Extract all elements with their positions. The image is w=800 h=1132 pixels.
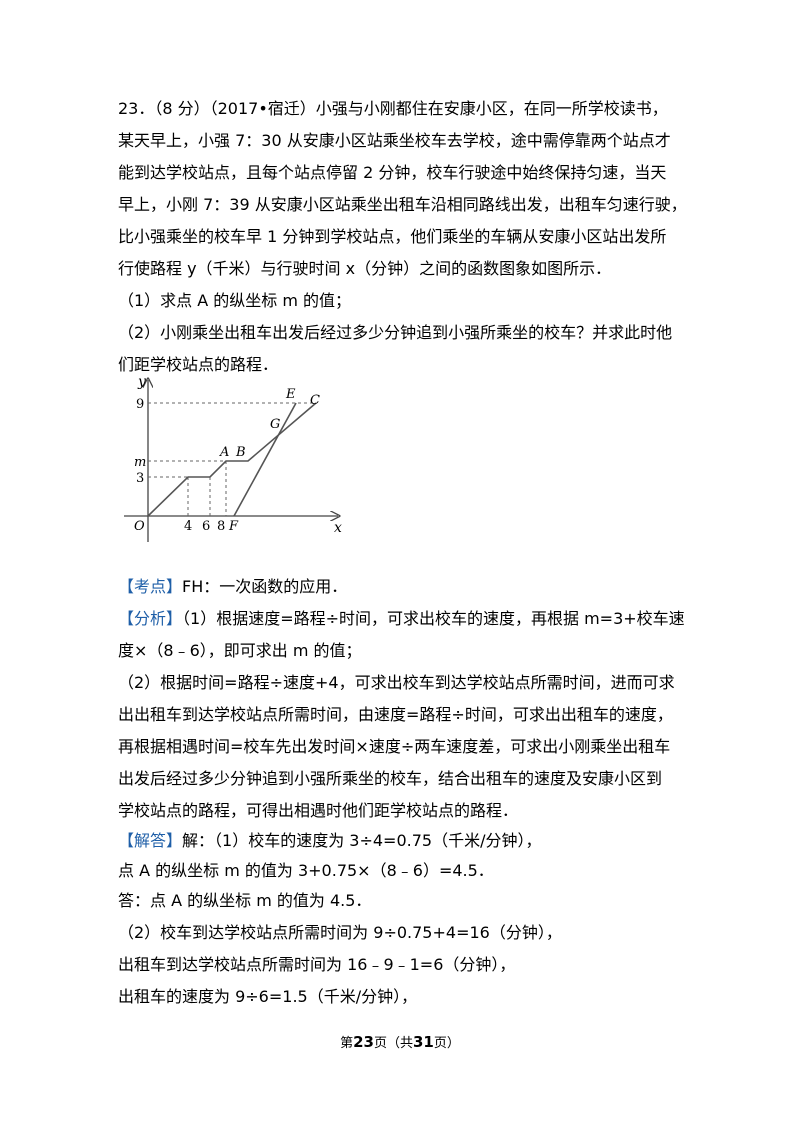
jieda-tag: 【解答】 (118, 831, 183, 850)
point-e-label: E (285, 387, 296, 402)
point-b-label: B (235, 445, 246, 460)
fenxi-line-3: （2）根据时间=路程÷速度+4，可求出校车到达学校站点所需时间，进而可求 (118, 673, 675, 692)
footer-page-number: 23 (353, 1033, 374, 1051)
taxi-line (233, 402, 297, 517)
kaodian-line: 【考点】FH：一次函数的应用． (118, 576, 347, 598)
school-bus-line (147, 402, 317, 517)
fenxi-line-4: 出出租车到达学校站点所需时间，由速度=路程÷时间，可求出出租车的速度， (118, 705, 673, 724)
jieda-line-4: （2）校车到达学校站点所需时间为 9÷0.75+4=16（分钟）， (118, 923, 562, 942)
origin-label: O (134, 519, 145, 534)
y-axis-label: y (137, 374, 147, 390)
function-graph: y x O 4 6 8 F 3 m 9 A B G E C (124, 374, 342, 542)
question-1: （1）求点 A 的纵坐标 m 的值； (118, 291, 352, 310)
jieda-line-6: 出租车的速度为 9÷6=1.5（千米/分钟）， (118, 987, 418, 1006)
y-tick-m: m (134, 455, 146, 470)
footer-mid: 页（共 (373, 1036, 413, 1051)
jieda-first: 解：（1）校车的速度为 3÷4=0.75（千米/分钟）， (182, 831, 542, 850)
jieda-line-2: 点 A 的纵坐标 m 的值为 3+0.75×（8﹣6）=4.5． (118, 861, 494, 880)
problem-line-2: 某天早上，小强 7：30 从安康小区站乘坐校车去学校，途中需停靠两个站点才 (118, 131, 671, 150)
fenxi-first: （1）根据速度=路程÷时间，可求出校车的速度，再根据 m=3+校车速 (182, 609, 685, 628)
jieda-line-5: 出租车到达学校站点所需时间为 16﹣9﹣1=6（分钟）， (118, 955, 516, 974)
point-g-label: G (270, 417, 280, 432)
fenxi-line-5: 再根据相遇时间=校车先出发时间×速度÷两车速度差，可求出小刚乘坐出租车 (118, 737, 671, 756)
kaodian-text: FH：一次函数的应用． (182, 577, 348, 596)
jieda-line-1: 【解答】解：（1）校车的速度为 3÷4=0.75（千米/分钟）， (118, 830, 541, 852)
x-tick-8: 8 (217, 519, 225, 534)
problem-line-1: 23．（8 分）（2017•宿迁）小强与小刚都住在安康小区，在同一所学校读书， (118, 99, 668, 118)
x-tick-4: 4 (184, 519, 192, 534)
fenxi-line-1: 【分析】（1）根据速度=路程÷时间，可求出校车的速度，再根据 m=3+校车速 (118, 608, 685, 630)
x-axis-label: x (334, 520, 342, 536)
fenxi-tag: 【分析】 (118, 609, 183, 628)
question-2-line-1: （2）小刚乘坐出租车出发后经过多少分钟追到小强所乘坐的校车？并求此时他 (118, 323, 673, 342)
point-f-label: F (228, 519, 239, 534)
kaodian-tag: 【考点】 (118, 577, 183, 596)
jieda-line-3: 答：点 A 的纵坐标 m 的值为 4.5． (118, 891, 372, 910)
question-2-line-2: 们距学校站点的路程． (118, 355, 279, 374)
y-tick-9: 9 (136, 397, 144, 412)
problem-line-3: 能到达学校站点，且每个站点停留 2 分钟，校车行驶途中始终保持匀速，当天 (118, 163, 667, 182)
fenxi-line-2: 度×（8﹣6），即可求出 m 的值； (118, 641, 362, 660)
guide-lines (148, 402, 316, 516)
footer-suffix: 页） (433, 1036, 460, 1051)
problem-line-5: 比小强乘坐的校车早 1 分钟到学校站点，他们乘坐的车辆从安康小区站出发所 (118, 227, 667, 246)
point-c-label: C (310, 393, 320, 408)
y-tick-3: 3 (136, 471, 144, 486)
footer-total-pages: 31 (413, 1033, 434, 1051)
footer-prefix: 第 (340, 1036, 354, 1051)
fenxi-line-7: 学校站点的路程，可得出相遇时他们距学校站点的路程． (118, 801, 519, 820)
problem-line-6: 行使路程 y（千米）与行驶时间 x（分钟）之间的函数图象如图所示． (118, 259, 612, 278)
x-tick-6: 6 (202, 519, 210, 534)
problem-line-4: 早上，小刚 7：39 从安康小区站乘坐出租车沿相同路线出发，出租车匀速行驶， (118, 195, 687, 214)
fenxi-line-6: 出发后经过多少分钟追到小强所乘坐的校车，结合出租车的速度及安康小区到 (118, 769, 663, 788)
point-a-label: A (219, 445, 229, 460)
page-footer: 第23页（共31页） (0, 1032, 800, 1054)
